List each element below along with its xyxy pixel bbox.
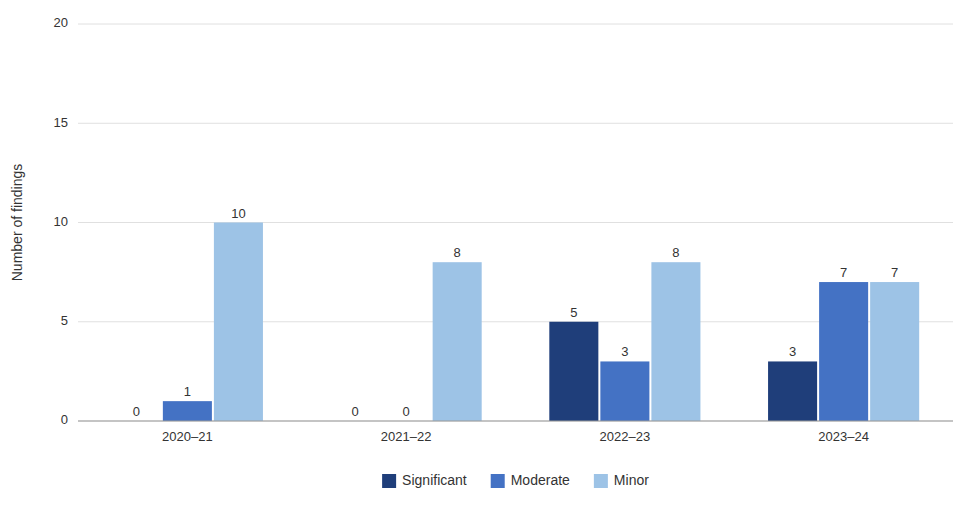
legend-item: Moderate	[491, 472, 570, 488]
y-tick-label: 5	[61, 313, 68, 328]
bar	[768, 361, 817, 421]
legend-item: Minor	[594, 472, 649, 488]
data-label: 7	[891, 265, 898, 280]
data-label: 5	[570, 305, 577, 320]
data-label: 1	[184, 384, 191, 399]
x-tick-label: 2023–24	[818, 429, 869, 444]
grid-line	[78, 421, 953, 422]
x-tick-label: 2020–21	[162, 429, 213, 444]
data-label: 8	[672, 245, 679, 260]
chart-container: 05101520Number of findings00531037108872…	[0, 0, 977, 509]
legend-swatch	[594, 474, 608, 488]
legend-item: Significant	[382, 472, 467, 488]
x-tick-label: 2021–22	[381, 429, 432, 444]
x-tick-label: 2022–23	[600, 429, 651, 444]
y-tick-label: 0	[61, 412, 68, 427]
legend-label: Minor	[614, 472, 649, 488]
bar	[549, 322, 598, 421]
bar	[214, 223, 263, 422]
bars	[163, 223, 919, 422]
y-tick-label: 15	[54, 115, 68, 130]
legend-swatch	[491, 474, 505, 488]
grid-line	[78, 123, 953, 124]
bar	[433, 262, 482, 421]
data-label: 0	[403, 404, 410, 419]
legend-swatch	[382, 474, 396, 488]
data-label: 3	[621, 344, 628, 359]
grid-line	[78, 222, 953, 223]
data-label: 0	[133, 404, 140, 419]
bar	[600, 361, 649, 421]
bar	[870, 282, 919, 421]
data-label: 3	[789, 344, 796, 359]
y-axis-label: Number of findings	[9, 164, 25, 282]
legend-label: Significant	[402, 472, 467, 488]
legend-label: Moderate	[511, 472, 570, 488]
data-labels: 0053103710887	[133, 206, 899, 420]
legend: Significant Moderate Minor	[382, 472, 649, 488]
x-axis-line	[78, 421, 953, 422]
chart-svg: 05101520Number of findings00531037108872…	[0, 0, 977, 509]
bar	[651, 262, 700, 421]
grid	[78, 24, 953, 421]
bar	[819, 282, 868, 421]
data-label: 7	[840, 265, 847, 280]
data-label: 0	[351, 404, 358, 419]
data-label: 10	[231, 206, 245, 221]
grid-line	[78, 24, 953, 25]
bar	[163, 401, 212, 421]
y-tick-label: 20	[54, 15, 68, 30]
y-tick-label: 10	[54, 214, 68, 229]
data-label: 8	[454, 245, 461, 260]
